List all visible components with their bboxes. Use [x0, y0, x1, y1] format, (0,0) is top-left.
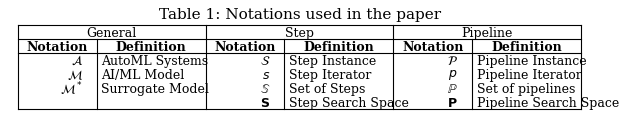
Text: AI/ML Model: AI/ML Model: [101, 68, 184, 81]
Text: $\mathcal{A}$: $\mathcal{A}$: [70, 54, 83, 67]
Text: AutoML Systems: AutoML Systems: [101, 54, 209, 67]
Text: Notation: Notation: [402, 41, 463, 53]
Text: $p$: $p$: [449, 68, 458, 82]
Text: Definition: Definition: [116, 41, 187, 53]
Text: $\mathbf{S}$: $\mathbf{S}$: [260, 96, 270, 109]
Text: Pipeline Instance: Pipeline Instance: [477, 54, 586, 67]
Text: $\mathbb{P}$: $\mathbb{P}$: [447, 82, 458, 95]
Text: $\mathbb{S}$: $\mathbb{S}$: [260, 82, 270, 95]
Text: Step: Step: [285, 27, 314, 40]
Text: Pipeline: Pipeline: [461, 27, 513, 40]
Text: $\mathcal{S}$: $\mathcal{S}$: [260, 54, 270, 67]
Text: General: General: [86, 27, 137, 40]
Text: Notation: Notation: [214, 41, 276, 53]
Text: Definition: Definition: [303, 41, 374, 53]
Text: $\mathcal{M}^*$: $\mathcal{M}^*$: [60, 80, 83, 97]
Text: $s$: $s$: [262, 68, 270, 81]
Text: Set of pipelines: Set of pipelines: [477, 82, 575, 95]
Text: Step Search Space: Step Search Space: [289, 96, 409, 109]
Text: $\mathbf{P}$: $\mathbf{P}$: [447, 96, 458, 109]
Text: Table 1: Notations used in the paper: Table 1: Notations used in the paper: [159, 8, 441, 22]
Text: $\mathcal{P}$: $\mathcal{P}$: [447, 54, 458, 67]
Text: Set of Steps: Set of Steps: [289, 82, 365, 95]
Text: Definition: Definition: [492, 41, 562, 53]
Text: Pipeline Iterator: Pipeline Iterator: [477, 68, 581, 81]
Text: Notation: Notation: [27, 41, 88, 53]
Text: Surrogate Model: Surrogate Model: [101, 82, 209, 95]
Text: $\mathcal{M}$: $\mathcal{M}$: [67, 68, 83, 82]
Text: Step Iterator: Step Iterator: [289, 68, 371, 81]
Text: Pipeline Search Space: Pipeline Search Space: [477, 96, 619, 109]
Text: Step Instance: Step Instance: [289, 54, 376, 67]
